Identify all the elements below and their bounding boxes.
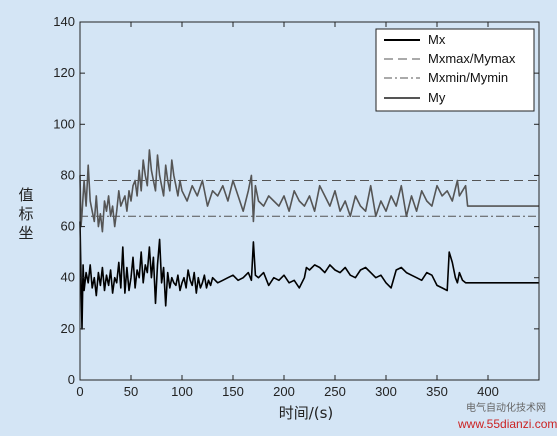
legend-label-mx: Mx	[428, 32, 446, 47]
series-line-mx	[79, 221, 539, 330]
y-tick-label: 40	[61, 270, 75, 285]
x-tick-label: 250	[324, 384, 346, 399]
legend-label-min: Mxmin/Mymin	[428, 70, 508, 85]
y-tick-label: 60	[61, 219, 75, 234]
y-tick-label: 0	[68, 372, 75, 387]
watermark-url: www.55dianzi.com	[457, 417, 557, 431]
legend: Mx Mxmax/Mymax Mxmin/Mymin My	[375, 28, 535, 112]
x-tick-label: 200	[273, 384, 295, 399]
x-tick-label: 50	[124, 384, 138, 399]
series-line-my	[79, 149, 539, 233]
x-tick-label: 100	[171, 384, 193, 399]
legend-label-max: Mxmax/Mymax	[428, 51, 516, 66]
legend-label-my: My	[428, 90, 446, 105]
x-tick-label: 350	[426, 384, 448, 399]
y-tick-label: 120	[53, 65, 75, 80]
y-tick-label: 20	[61, 321, 75, 336]
watermark-site-name: 电气自动化技术网	[466, 401, 546, 414]
x-tick-label: 150	[222, 384, 244, 399]
plot-frame	[79, 21, 540, 381]
x-tick-label: 400	[477, 384, 499, 399]
x-tick-label: 300	[375, 384, 397, 399]
y-tick-label: 100	[53, 116, 75, 131]
x-axis-label: 时间/(s)	[279, 404, 334, 422]
y-tick-label: 140	[53, 14, 75, 29]
y-axis-label: 值标坐	[18, 186, 33, 242]
ticks-layer: 0 50 100 150 200 250 300 350 400 0 20 40 60 80 100 120 1…	[53, 14, 539, 399]
y-tick-label: 80	[61, 167, 75, 182]
series-layer	[79, 149, 539, 330]
x-tick-label: 0	[76, 384, 83, 399]
